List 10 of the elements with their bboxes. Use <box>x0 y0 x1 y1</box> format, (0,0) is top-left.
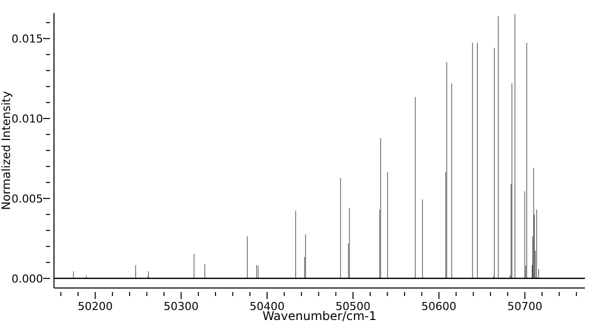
y-axis-title: Normalized Intensity <box>0 90 13 210</box>
y-tick-label: 0.010 <box>12 112 43 126</box>
x-tick-label: 50300 <box>164 300 199 313</box>
x-tick-label: 50700 <box>507 300 542 313</box>
x-axis-title: Wavenumber/cm-1 <box>262 309 377 322</box>
y-tick-label: 0.005 <box>12 192 43 206</box>
x-tick-label: 50600 <box>421 300 456 313</box>
y-tick-label: 0.015 <box>12 32 43 46</box>
y-tick-label: 0.000 <box>12 272 43 286</box>
x-tick-label: 50200 <box>78 300 113 313</box>
